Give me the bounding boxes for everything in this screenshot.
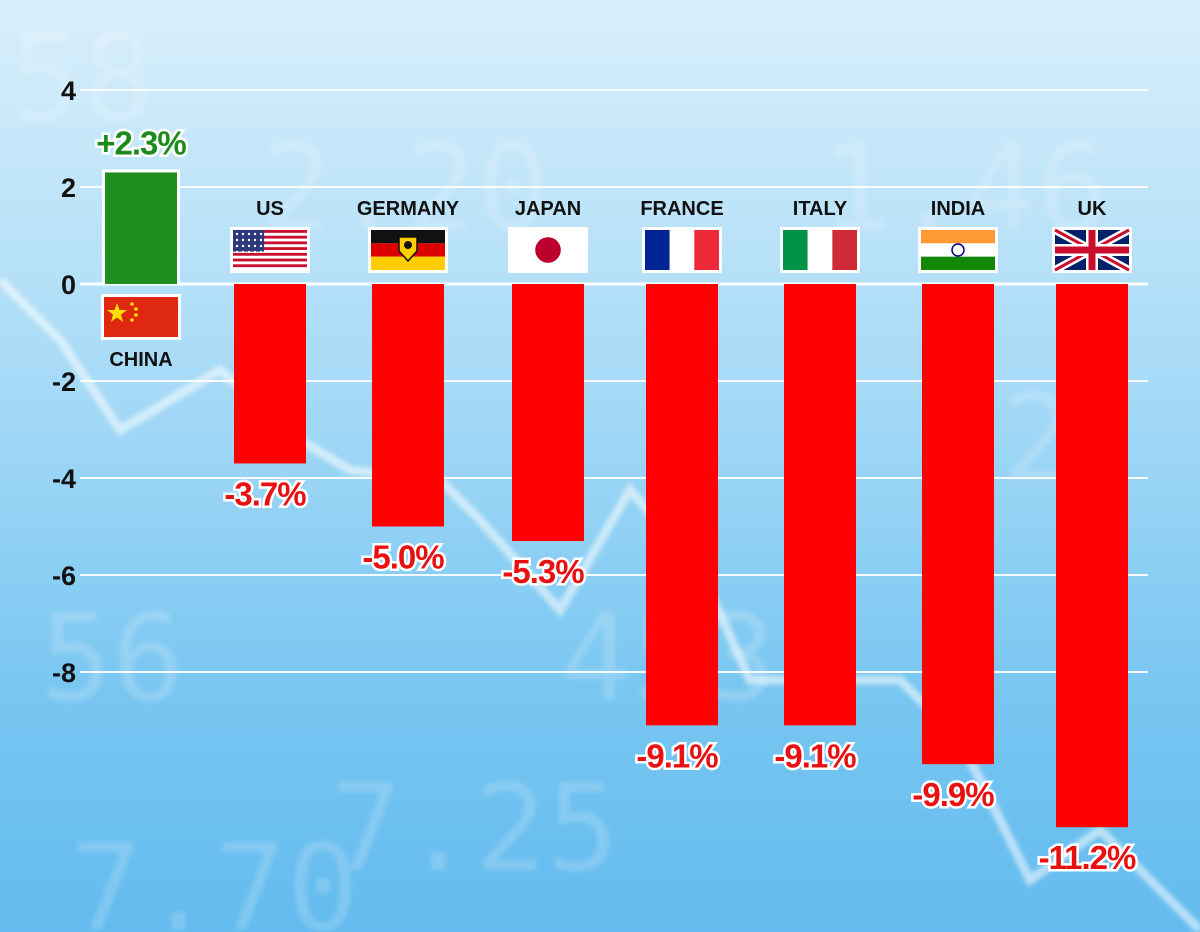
value-label: -5.3% — [502, 553, 584, 590]
japan-flag-icon — [508, 227, 588, 273]
value-label: +2.3% — [96, 124, 186, 161]
category-label: INDIA — [931, 198, 985, 220]
y-tick-label: -2 — [52, 367, 76, 397]
bar-uk — [1056, 284, 1128, 828]
category-label: ITALY — [793, 198, 848, 220]
value-label: -9.1% — [774, 737, 856, 774]
value-label: -5.0% — [362, 539, 444, 576]
us-flag-icon — [230, 227, 310, 273]
germany-flag-icon — [368, 227, 448, 273]
italy-flag-icon — [780, 227, 860, 273]
category-label: UK — [1078, 198, 1107, 220]
bar-france — [646, 284, 718, 726]
bar-china — [105, 172, 177, 284]
trend-line-decoration — [0, 276, 1200, 932]
value-label: -9.9% — [912, 776, 994, 813]
y-tick-label: -8 — [52, 658, 76, 688]
value-label: -9.1% — [636, 737, 718, 774]
category-label: FRANCE — [640, 198, 723, 220]
uk-flag-icon — [1052, 226, 1132, 274]
background-digits: 56 — [40, 590, 185, 729]
bar-india — [922, 284, 994, 765]
y-tick-label: -4 — [52, 464, 76, 494]
category-label: GERMANY — [357, 198, 460, 220]
category-label: JAPAN — [515, 198, 581, 220]
china-flag-icon — [101, 294, 181, 340]
bar-japan — [512, 284, 584, 542]
y-tick-label: 2 — [61, 173, 76, 203]
bar-italy — [784, 284, 856, 726]
y-tick-label: -6 — [52, 561, 76, 591]
bar-us — [234, 284, 306, 464]
category-label: CHINA — [109, 349, 172, 371]
category-label: US — [256, 198, 284, 220]
background-digits: 58 — [10, 10, 155, 149]
france-flag-icon — [642, 227, 722, 273]
india-flag-icon — [918, 227, 998, 273]
y-tick-label: 0 — [61, 270, 76, 300]
value-label: -3.7% — [224, 475, 306, 512]
value-label: -11.2% — [1039, 839, 1136, 876]
background-digits: 7.25 — [330, 760, 619, 899]
y-tick-label: 4 — [61, 76, 76, 106]
bar-germany — [372, 284, 444, 527]
background-digits: 7.70 — [70, 820, 359, 932]
